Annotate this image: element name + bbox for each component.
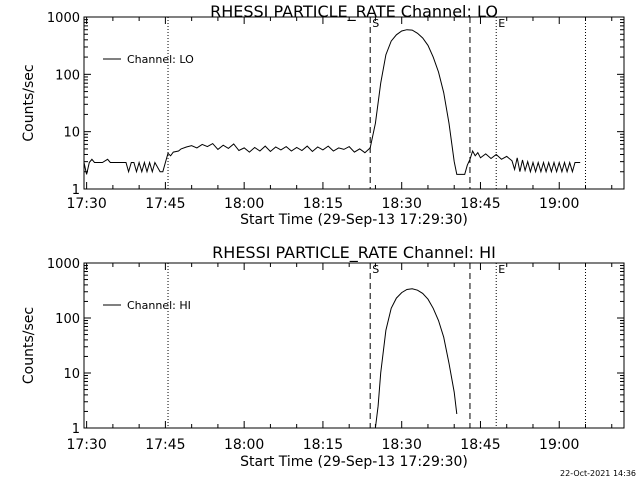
y-tick-label: 100	[55, 312, 80, 327]
x-tick-label: 18:00	[224, 437, 264, 453]
render-timestamp: 22-Oct-2021 14:36	[560, 469, 636, 478]
x-tick-label: 17:30	[66, 196, 106, 212]
x-axis-label: Start Time (29-Sep-13 17:29:30)	[240, 212, 468, 228]
y-tick-label: 1	[72, 183, 80, 198]
x-tick-label: 17:30	[66, 437, 106, 453]
event-marker-label-e: E	[498, 17, 505, 30]
y-tick-label: 10	[63, 126, 80, 141]
x-tick-label: 18:15	[303, 437, 343, 453]
x-axis-label: Start Time (29-Sep-13 17:29:30)	[240, 454, 468, 470]
y-tick-label: 100	[55, 68, 80, 83]
y-tick-label: 10	[63, 367, 80, 382]
x-tick-label: 17:45	[145, 196, 185, 212]
x-tick-label: 18:30	[382, 437, 422, 453]
chart-panel-lo: RHESSI PARTICLE_RATE Channel: LO 17:30 17:…	[21, 2, 625, 228]
chart-title: RHESSI PARTICLE_RATE Channel: HI	[212, 243, 496, 263]
event-marker-label-s: S	[372, 263, 379, 276]
plot-frame	[83, 262, 625, 429]
event-marker-label-s: S	[372, 17, 379, 30]
x-tick-label: 18:30	[382, 196, 422, 212]
y-axis-label: Counts/sec	[21, 307, 37, 384]
x-tick-label: 18:45	[460, 437, 500, 453]
x-tick-label: 19:00	[539, 196, 579, 212]
chart-panel-hi: RHESSI PARTICLE_RATE Channel: HI 17:30 17:…	[21, 243, 625, 470]
plot-frame	[83, 16, 625, 190]
y-tick-label: 1000	[47, 257, 80, 272]
y-tick-label: 1000	[47, 11, 80, 26]
x-tick-label: 18:00	[224, 196, 264, 212]
x-tick-label: 19:00	[539, 437, 579, 453]
series-line-hi	[374, 288, 458, 429]
x-tick-label: 17:45	[145, 437, 185, 453]
y-axis-label: Counts/sec	[21, 64, 37, 141]
series-line-lo	[83, 29, 581, 175]
x-tick-label: 18:45	[460, 196, 500, 212]
y-tick-label: 1	[72, 422, 80, 437]
event-marker-label-e: E	[498, 263, 505, 276]
x-tick-label: 18:15	[303, 196, 343, 212]
legend-entry: Channel: LO	[127, 53, 194, 66]
legend-entry: Channel: HI	[127, 299, 191, 312]
chart-title: RHESSI PARTICLE_RATE Channel: LO	[210, 2, 498, 22]
